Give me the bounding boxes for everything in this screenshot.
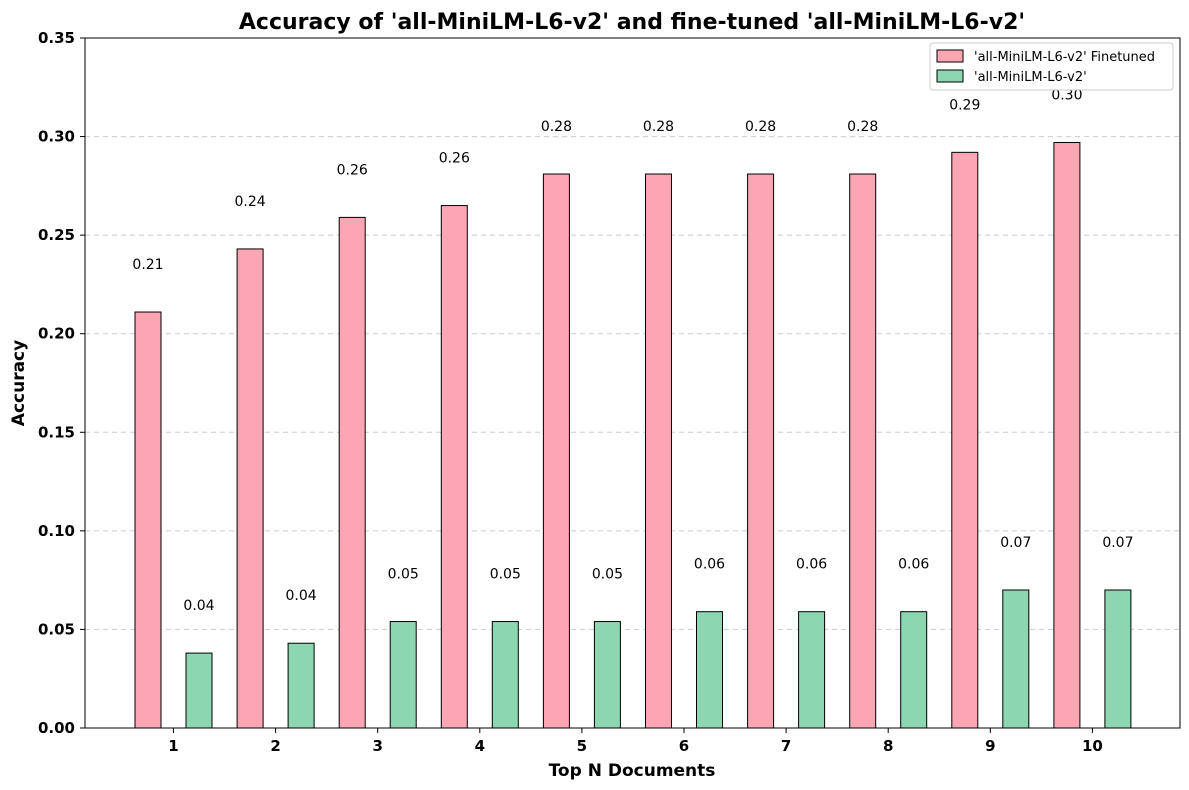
- bar-label-base: 0.04: [286, 588, 317, 604]
- legend-label-finetuned: 'all-MiniLM-L6-v2' Finetuned: [974, 50, 1155, 65]
- bar-label-base: 0.05: [388, 567, 419, 583]
- x-tick-label: 6: [679, 737, 689, 755]
- y-tick-label: 0.10: [38, 522, 75, 540]
- chart-title: Accuracy of 'all-MiniLM-L6-v2' and fine-…: [239, 10, 1025, 35]
- x-tick-label: 9: [985, 737, 995, 755]
- bar-label-finetuned: 0.28: [745, 119, 776, 135]
- grid-lines: [85, 136, 1180, 630]
- bar-finetuned: [236, 248, 264, 729]
- bar-label-base: 0.04: [183, 598, 214, 614]
- y-axis-ticks: 0.00 0.05 0.10 0.15 0.20 0.25 0.30 0.35: [38, 29, 85, 737]
- bar-label-base: 0.07: [1000, 535, 1031, 551]
- x-tick-label: 3: [372, 737, 382, 755]
- legend-swatch-base: [936, 69, 964, 83]
- bar-label-finetuned: 0.21: [132, 257, 163, 273]
- x-axis-ticks: 1 2 3 4 5 6 7 8 9 10: [168, 728, 1103, 755]
- bar-label-base: 0.06: [898, 557, 929, 573]
- bar-label-finetuned: 0.28: [643, 119, 674, 135]
- x-tick-label: 5: [577, 737, 587, 755]
- bars: [134, 141, 1132, 729]
- bar-label-finetuned: 0.26: [337, 162, 368, 178]
- bar-base: [491, 621, 519, 729]
- bar-label-finetuned: 0.28: [847, 119, 878, 135]
- legend-box: [929, 42, 1174, 91]
- y-tick-label: 0.25: [38, 226, 75, 244]
- y-axis-label: Accuracy: [9, 340, 29, 426]
- bar-label-finetuned: 0.26: [439, 151, 470, 167]
- x-tick-label: 10: [1082, 737, 1103, 755]
- y-tick-label: 0.30: [38, 128, 75, 146]
- bar-label-base: 0.06: [796, 557, 827, 573]
- bar-base: [696, 611, 723, 729]
- bar-value-labels: 0.21 0.24 0.26 0.26 0.28 0.28 0.28 0.28 0.29 0.30…: [132, 87, 1133, 614]
- bar-label-base: 0.05: [490, 567, 521, 583]
- bar-label-base: 0.07: [1102, 535, 1133, 551]
- bar-base: [287, 642, 315, 729]
- bar-base: [798, 611, 826, 729]
- y-tick-label: 0.05: [38, 620, 75, 638]
- bar-base: [1002, 589, 1030, 729]
- bar-finetuned: [134, 311, 162, 729]
- bar-label-finetuned: 0.30: [1051, 87, 1082, 103]
- bar-finetuned: [645, 173, 672, 729]
- bar-finetuned: [951, 151, 979, 729]
- x-tick-label: 1: [168, 737, 178, 755]
- bar-label-base: 0.06: [694, 557, 725, 573]
- bar-finetuned: [1053, 141, 1081, 729]
- bar-label-finetuned: 0.29: [949, 97, 980, 113]
- bar-base: [1104, 589, 1132, 729]
- y-tick-label: 0.20: [38, 325, 75, 343]
- bar-finetuned: [440, 205, 468, 729]
- x-tick-label: 8: [883, 737, 893, 755]
- x-tick-label: 4: [475, 737, 485, 755]
- bar-label-base: 0.05: [592, 567, 623, 583]
- x-axis-label: Top N Documents: [549, 761, 716, 781]
- x-tick-label: 2: [270, 737, 280, 755]
- plot-frame: [84, 37, 1181, 729]
- legend-swatch-finetuned: [936, 49, 964, 63]
- bar-base: [900, 611, 928, 729]
- bar-base: [389, 621, 417, 729]
- bar-label-finetuned: 0.28: [541, 119, 572, 135]
- y-tick-label: 0.00: [38, 719, 75, 737]
- bar-finetuned: [338, 216, 366, 729]
- bar-finetuned: [849, 173, 877, 729]
- bar-label-finetuned: 0.24: [235, 194, 266, 210]
- x-tick-label: 7: [781, 737, 791, 755]
- y-tick-label: 0.15: [38, 423, 75, 441]
- bar-base: [593, 621, 621, 729]
- y-tick-label: 0.35: [38, 29, 75, 47]
- bar-base: [185, 652, 213, 729]
- legend: 'all-MiniLM-L6-v2' Finetuned 'all-MiniLM…: [929, 42, 1174, 91]
- legend-label-base: 'all-MiniLM-L6-v2': [974, 70, 1087, 85]
- bar-finetuned: [542, 173, 570, 729]
- bar-finetuned: [747, 173, 775, 729]
